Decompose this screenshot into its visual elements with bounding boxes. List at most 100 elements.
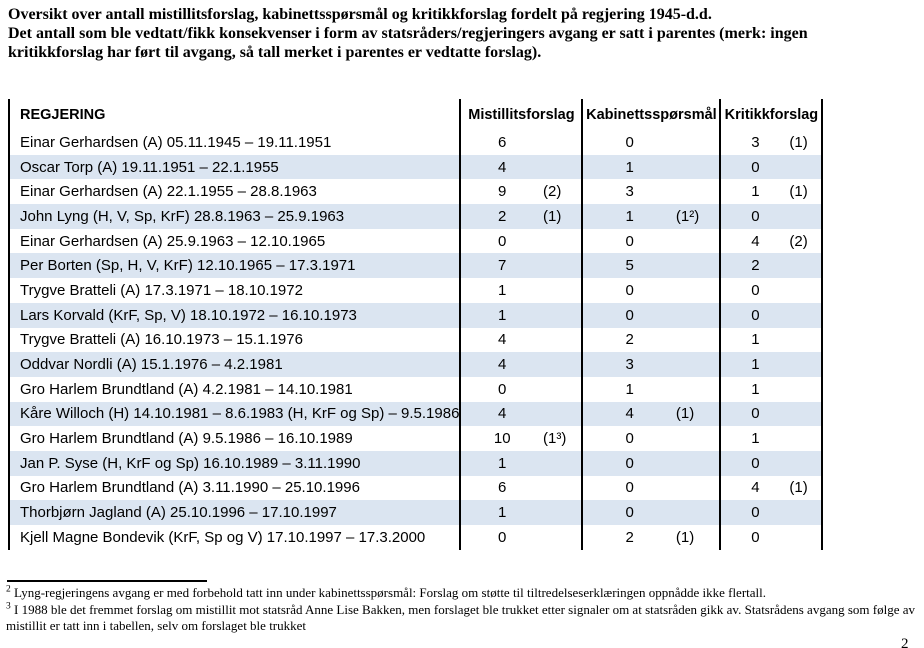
mistillitsforslag-count: 0 — [498, 528, 507, 546]
cell-regjering: Gro Harlem Brundtland (A) 4.2.1981 – 14.… — [9, 376, 462, 402]
intro-line-3: kritikkforslag har ført til avgang, så t… — [8, 44, 542, 61]
kritikkforslag-count: 0 — [751, 528, 760, 546]
cell-regjering: Gro Harlem Brundtland (A) 3.11.1990 – 25… — [9, 475, 462, 501]
footnote-2-text: Lyng-regjeringens avgang er med forbehol… — [10, 585, 767, 600]
cell-mistillitsforslag: 6 — [460, 475, 584, 501]
cell-kabinettssporsmal: 1 — [582, 376, 722, 402]
cell-kritikkforslag: 0 — [720, 450, 824, 476]
cell-mistillitsforslag: 4 — [460, 327, 584, 353]
cell-regjering: John Lyng (H, V, Sp, KrF) 28.8.1963 – 25… — [9, 204, 462, 229]
kritikkforslag-count: 1 — [751, 183, 760, 201]
cell-mistillitsforslag: 10 (1³) — [460, 426, 584, 451]
cell-mistillitsforslag: 4 — [460, 352, 584, 377]
mistillitsforslag-count: 9 — [498, 183, 507, 201]
cell-regjering: Thorbjørn Jagland (A) 25.10.1996 – 17.10… — [9, 500, 462, 525]
mistillitsforslag-count: 6 — [498, 479, 507, 497]
kritikkforslag-vedtatt: (1) — [789, 479, 808, 497]
cell-kabinettssporsmal: 0 — [582, 450, 722, 476]
kritikkforslag-count: 4 — [751, 232, 760, 250]
cell-kritikkforslag: 4 (1) — [720, 475, 824, 501]
cell-kabinettssporsmal: 0 — [582, 426, 722, 451]
mistillitsforslag-count: 2 — [498, 207, 507, 225]
mistillitsforslag-count: 4 — [498, 405, 507, 423]
cell-kabinettssporsmal: 0 — [582, 302, 722, 328]
kritikkforslag-vedtatt: (1) — [789, 183, 808, 201]
kabinettssporsmal-count: 2 — [625, 528, 634, 546]
cell-mistillitsforslag: 0 — [460, 228, 584, 254]
cell-mistillitsforslag: 1 — [460, 450, 584, 476]
cell-kritikkforslag: 1 — [720, 426, 824, 451]
table-row: Einar Gerhardsen (A) 25.9.1963 – 12.10.1… — [9, 228, 824, 254]
mistillitsforslag-vedtatt: (2) — [543, 183, 562, 201]
mistillitsforslag-count: 0 — [498, 380, 507, 398]
kabinettssporsmal-count: 0 — [625, 504, 634, 522]
cell-mistillitsforslag: 0 — [460, 525, 584, 550]
cell-kritikkforslag: 1 (1) — [720, 179, 824, 205]
cell-regjering: Trygve Bratteli (A) 17.3.1971 – 18.10.19… — [9, 278, 462, 303]
cell-regjering: Oscar Torp (A) 19.11.1951 – 22.1.1955 — [9, 154, 462, 180]
footnotes: 2 Lyng-regjeringens avgang er med forbeh… — [6, 585, 922, 635]
intro-paragraph: Oversikt over antall mistillitsforslag, … — [8, 5, 808, 62]
table-header: REGJERING Mistillitsforslag Kabinettsspø… — [9, 99, 824, 130]
kritikkforslag-count: 0 — [751, 454, 760, 472]
cell-kabinettssporsmal: 3 — [582, 352, 722, 377]
table-row: Oscar Torp (A) 19.11.1951 – 22.1.1955 4 … — [9, 154, 824, 180]
cell-regjering: Einar Gerhardsen (A) 25.9.1963 – 12.10.1… — [9, 228, 462, 254]
cell-mistillitsforslag: 1 — [460, 278, 584, 303]
column-header-kabinettssporsmal: Kabinettsspørsmål — [582, 99, 722, 130]
cell-mistillitsforslag: 7 — [460, 253, 584, 279]
mistillitsforslag-count: 4 — [498, 158, 507, 176]
cell-kabinettssporsmal: 0 — [582, 278, 722, 303]
cell-regjering: Einar Gerhardsen (A) 05.11.1945 – 19.11.… — [9, 130, 462, 155]
cell-kritikkforslag: 3 (1) — [720, 130, 824, 155]
cell-mistillitsforslag: 4 — [460, 154, 584, 180]
cell-kritikkforslag: 0 — [720, 525, 824, 550]
table-row: Thorbjørn Jagland (A) 25.10.1996 – 17.10… — [9, 500, 824, 525]
mistillitsforslag-count: 1 — [498, 504, 507, 522]
cell-kritikkforslag: 0 — [720, 154, 824, 180]
kabinettssporsmal-count: 3 — [625, 356, 634, 374]
mistillitsforslag-count: 1 — [498, 306, 507, 324]
column-header-kritikkforslag: Kritikkforslag — [720, 99, 824, 130]
footnote-2-marker: 2 — [6, 584, 11, 595]
kabinettssporsmal-count: 3 — [625, 183, 634, 201]
table-row: Gro Harlem Brundtland (A) 3.11.1990 – 25… — [9, 475, 824, 501]
mistillitsforslag-count: 4 — [498, 356, 507, 374]
cell-kritikkforslag: 0 — [720, 500, 824, 525]
kabinettssporsmal-count: 0 — [625, 306, 634, 324]
kabinettssporsmal-count: 0 — [625, 133, 634, 151]
cell-regjering: Per Borten (Sp, H, V, KrF) 12.10.1965 – … — [9, 253, 462, 279]
mistillitsforslag-vedtatt: (1³) — [543, 430, 567, 448]
cell-regjering: Lars Korvald (KrF, Sp, V) 18.10.1972 – 1… — [9, 302, 462, 328]
kabinettssporsmal-count: 0 — [625, 430, 634, 448]
cell-regjering: Einar Gerhardsen (A) 22.1.1955 – 28.8.19… — [9, 179, 462, 205]
cell-regjering: Gro Harlem Brundtland (A) 9.5.1986 – 16.… — [9, 426, 462, 451]
cell-kabinettssporsmal: 0 — [582, 475, 722, 501]
kabinettssporsmal-vedtatt: (1) — [675, 405, 695, 423]
cell-regjering: Kåre Willoch (H) 14.10.1981 – 8.6.1983 (… — [9, 401, 462, 427]
table-row: Gro Harlem Brundtland (A) 9.5.1986 – 16.… — [9, 426, 824, 451]
kabinettssporsmal-count: 1 — [625, 207, 634, 225]
governments-table: REGJERING Mistillitsforslag Kabinettsspø… — [8, 99, 824, 550]
column-header-mistillitsforslag: Mistillitsforslag — [460, 99, 584, 130]
kritikkforslag-count: 1 — [751, 380, 760, 398]
cell-kritikkforslag: 4 (2) — [720, 228, 824, 254]
cell-kritikkforslag: 0 — [720, 401, 824, 427]
cell-regjering: Kjell Magne Bondevik (KrF, Sp og V) 17.1… — [9, 525, 462, 550]
intro-line-1: Oversikt over antall mistillitsforslag, … — [8, 6, 712, 23]
kritikkforslag-count: 2 — [751, 257, 760, 275]
cell-kabinettssporsmal: 5 — [582, 253, 722, 279]
cell-kritikkforslag: 1 — [720, 327, 824, 353]
table-row: Trygve Bratteli (A) 17.3.1971 – 18.10.19… — [9, 278, 824, 303]
footnote-2: 2 Lyng-regjeringens avgang er med forbeh… — [6, 585, 922, 602]
kritikkforslag-count: 1 — [751, 430, 760, 448]
mistillitsforslag-count: 6 — [498, 133, 507, 151]
cell-mistillitsforslag: 1 — [460, 302, 584, 328]
mistillitsforslag-count: 0 — [498, 232, 507, 250]
footnote-3-text: I 1988 ble det fremmet forslag om mistil… — [6, 601, 915, 634]
mistillitsforslag-vedtatt: (1) — [543, 207, 562, 225]
footnote-separator — [7, 580, 207, 582]
cell-kritikkforslag: 0 — [720, 302, 824, 328]
cell-regjering: Trygve Bratteli (A) 16.10.1973 – 15.1.19… — [9, 327, 462, 353]
table-row: Kjell Magne Bondevik (KrF, Sp og V) 17.1… — [9, 525, 824, 550]
